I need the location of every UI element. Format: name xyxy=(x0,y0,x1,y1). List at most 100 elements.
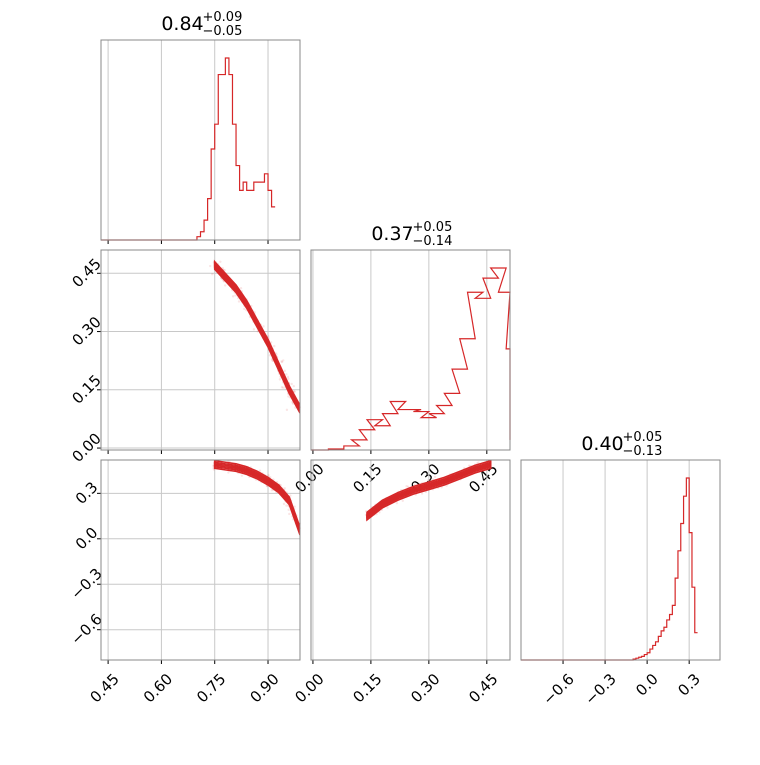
panel-param-1-histogram: 0.84+0.09−0.05 xyxy=(100,10,301,244)
sample-point xyxy=(293,505,296,508)
sample-point xyxy=(280,386,284,389)
y-tick-label: 0.00 xyxy=(68,430,104,466)
sample-point xyxy=(420,492,424,495)
sample-point xyxy=(278,378,282,381)
sample-point xyxy=(270,488,274,492)
sample-point xyxy=(386,506,389,509)
sample-point xyxy=(223,284,227,287)
x-tick-label: 0.0 xyxy=(632,670,662,700)
x-tick-label: 0.15 xyxy=(349,670,385,706)
sample-point xyxy=(211,273,214,276)
sample-point xyxy=(240,474,244,477)
sample-point xyxy=(269,341,273,344)
sample-point xyxy=(234,294,237,297)
sample-point xyxy=(283,487,286,490)
x-tick-label: 0.60 xyxy=(140,670,176,706)
sample-point xyxy=(208,264,212,268)
sample-point xyxy=(227,471,230,474)
density-contour xyxy=(366,460,492,522)
sample-point xyxy=(378,511,381,514)
sample-point xyxy=(426,479,430,482)
sample-point xyxy=(433,475,437,479)
x-tick-label: 0.00 xyxy=(291,460,327,496)
panel-param-2-vs-param-1: 0.00 0.15 0.30 0.45 xyxy=(68,249,302,466)
density-contour xyxy=(213,461,300,534)
x-tick-label: 0.15 xyxy=(349,460,385,496)
panel-param-3-vs-param-1: 0.45 0.60 0.75 0.90−0.6−0.30.00.3 xyxy=(67,459,301,706)
sample-point xyxy=(271,359,274,362)
histogram-line xyxy=(101,57,276,241)
sample-point xyxy=(467,464,471,467)
offdiag-3-2-frame xyxy=(310,459,511,661)
y-tick-label: 0.3 xyxy=(72,478,102,508)
sample-point xyxy=(283,369,287,373)
panel-title-lower-error: −0.13 xyxy=(623,444,663,459)
sample-point xyxy=(288,512,291,516)
sample-point xyxy=(231,295,235,298)
histogram-line xyxy=(521,477,698,661)
density-contour xyxy=(213,259,300,414)
panel-title-value: 0.84 xyxy=(161,13,203,35)
x-tick-label: 0.45 xyxy=(87,670,123,706)
sample-point xyxy=(239,286,243,290)
offdiag-3-1-frame xyxy=(100,459,301,661)
sample-point xyxy=(282,359,285,362)
sample-point xyxy=(290,382,293,386)
sample-point xyxy=(285,504,288,507)
sample-point xyxy=(286,375,290,379)
sample-point xyxy=(287,395,290,398)
sample-point xyxy=(219,260,222,263)
sample-point xyxy=(285,408,289,412)
sample-point xyxy=(267,473,270,477)
sample-point xyxy=(262,325,265,328)
sample-point xyxy=(280,360,283,363)
diag-1-frame xyxy=(100,39,301,241)
sample-point xyxy=(287,377,290,380)
y-tick-label: 0.0 xyxy=(72,524,102,554)
x-tick-label: 0.30 xyxy=(407,670,443,706)
diag-2-frame xyxy=(310,249,511,451)
panel-param-3-histogram: −0.6 −0.3 0.0 0.3 0.40+0.05−0.13 xyxy=(520,430,721,709)
sample-point xyxy=(292,384,295,388)
sample-point xyxy=(243,307,246,311)
sample-point xyxy=(293,390,296,393)
sample-point xyxy=(237,300,241,303)
sample-point xyxy=(405,484,408,488)
sample-point xyxy=(401,499,404,503)
histogram-line xyxy=(311,267,511,451)
sample-point xyxy=(268,354,272,357)
sample-point xyxy=(282,502,286,506)
sample-point xyxy=(289,494,292,497)
sample-point xyxy=(258,469,262,472)
panel-title-upper-error: +0.09 xyxy=(203,10,243,25)
x-tick-label: 0.00 xyxy=(291,670,327,706)
sample-point xyxy=(287,508,290,512)
panel-title-value: 0.37 xyxy=(371,223,413,245)
panel-title-lower-error: −0.14 xyxy=(413,234,453,249)
sample-point xyxy=(282,386,285,389)
x-tick-label: −0.6 xyxy=(539,670,577,708)
x-tick-label: −0.3 xyxy=(581,670,619,708)
sample-point xyxy=(280,360,284,364)
sample-point xyxy=(407,485,410,489)
sample-point xyxy=(395,501,399,505)
y-tick-label: 0.30 xyxy=(68,313,104,349)
y-tick-label: 0.15 xyxy=(68,371,104,407)
panel-title-upper-error: +0.05 xyxy=(623,430,663,445)
sample-point xyxy=(252,328,256,331)
x-tick-label: 0.45 xyxy=(465,670,501,706)
sample-point xyxy=(267,335,270,338)
sample-point xyxy=(477,461,480,464)
x-tick-label: 0.90 xyxy=(246,670,282,706)
x-tick-label: 0.3 xyxy=(674,670,704,700)
panel-title-value: 0.40 xyxy=(581,433,623,455)
panel-title-lower-error: −0.05 xyxy=(203,24,243,39)
panel-param-2-histogram: 0.00 0.15 0.30 0.450.37+0.05−0.14 xyxy=(291,220,511,496)
sample-point xyxy=(293,390,296,393)
sample-point xyxy=(285,373,288,376)
sample-point xyxy=(273,344,276,348)
offdiag-2-1-frame xyxy=(100,249,301,451)
x-tick-label: 0.75 xyxy=(193,670,229,706)
